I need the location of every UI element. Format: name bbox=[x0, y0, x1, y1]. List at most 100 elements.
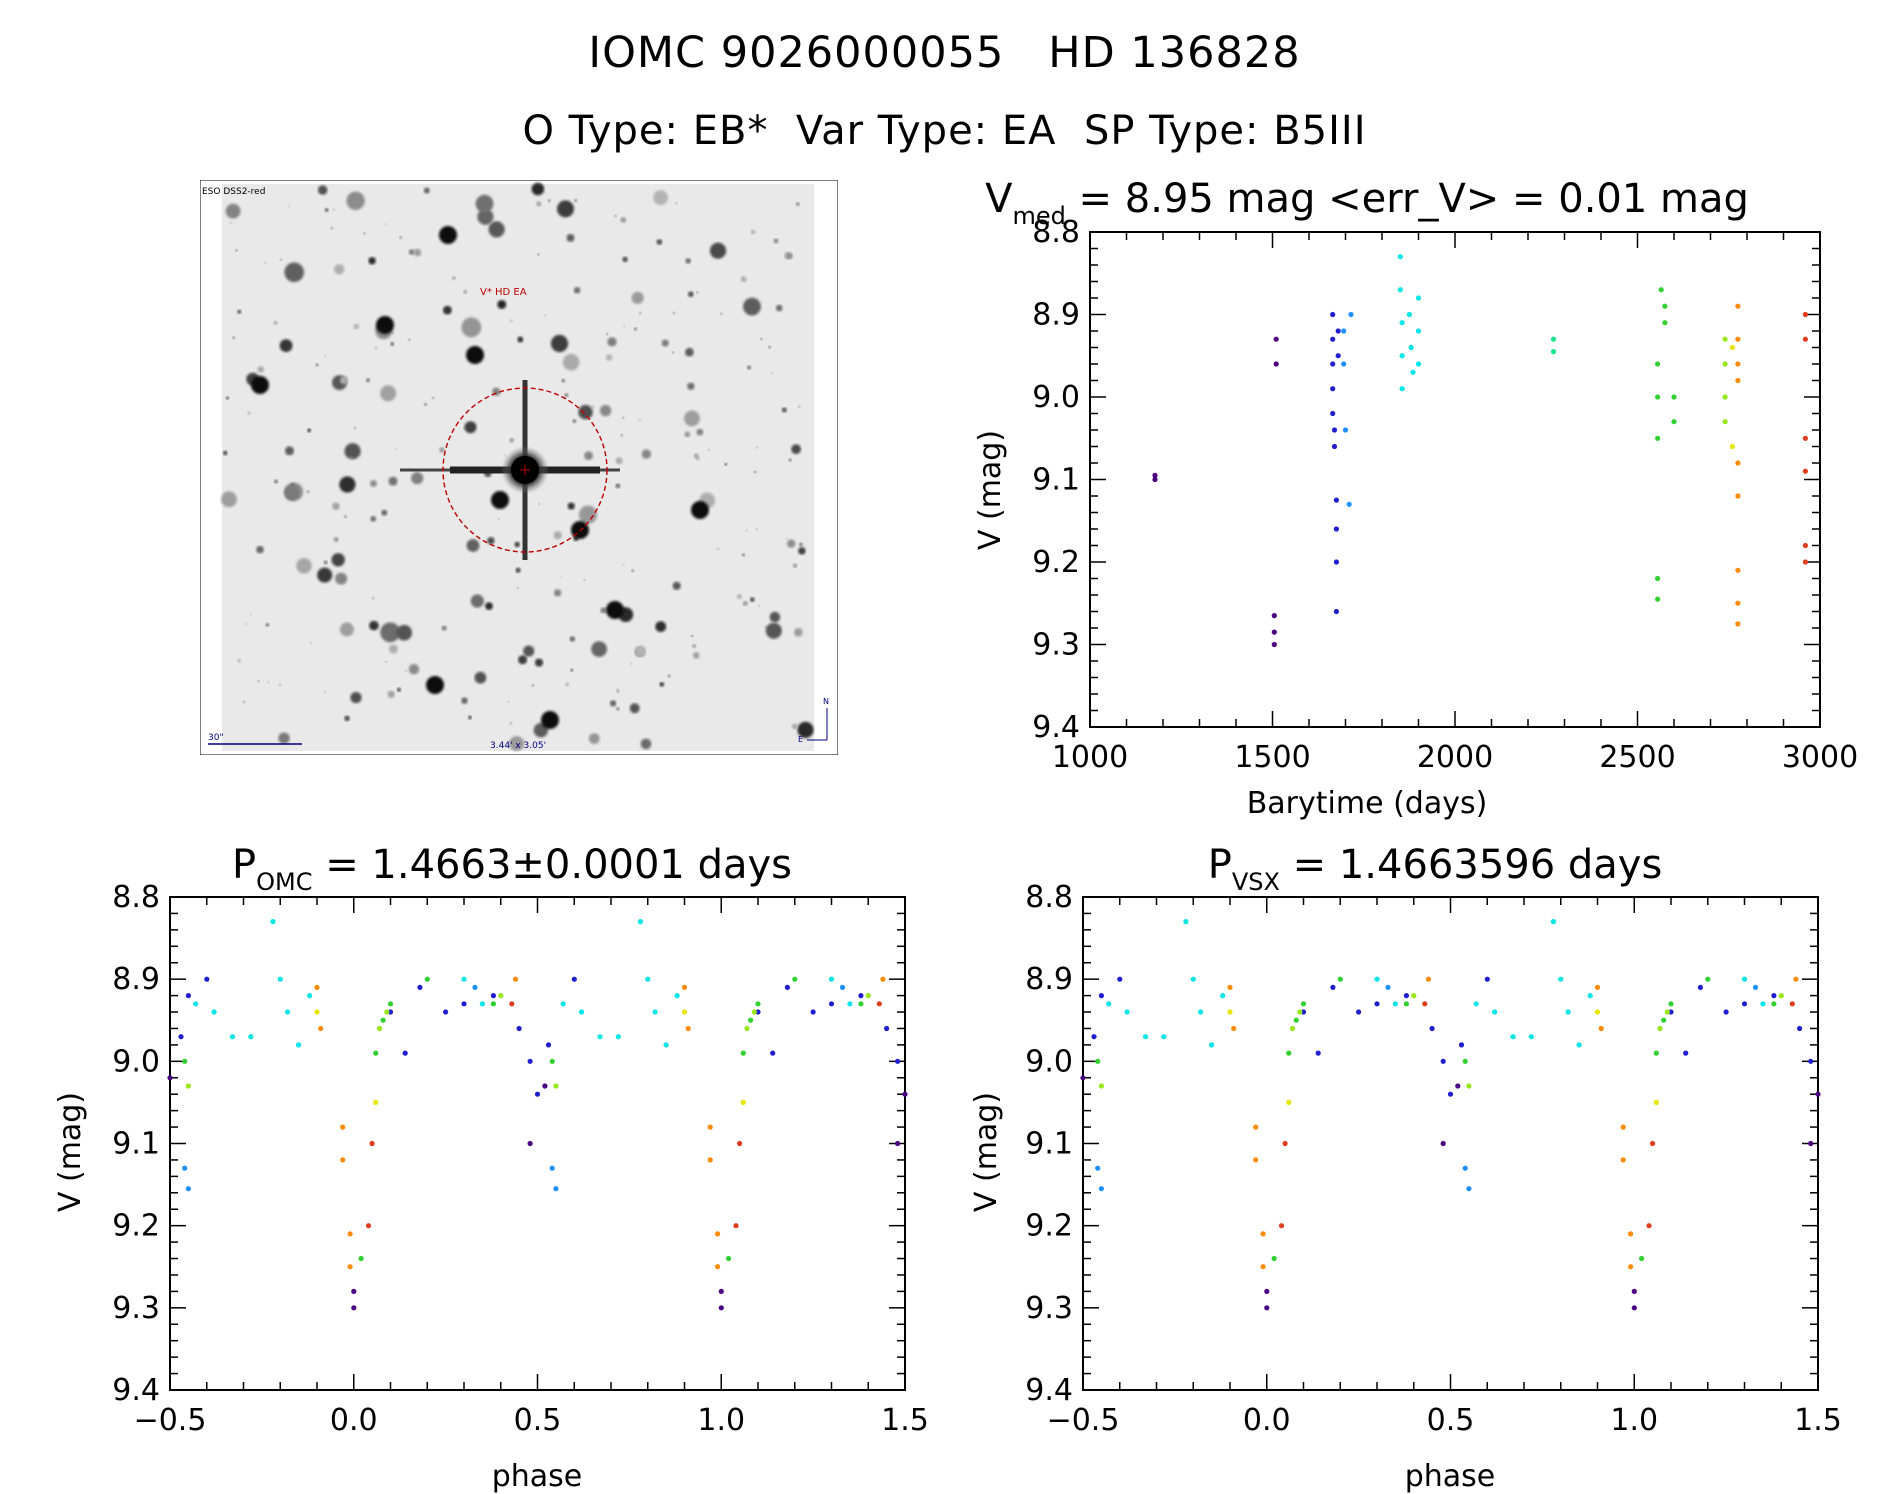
field-star bbox=[564, 393, 569, 397]
data-point bbox=[718, 1288, 724, 1294]
field-star bbox=[278, 683, 282, 687]
field-star bbox=[503, 454, 506, 457]
data-point bbox=[880, 976, 886, 982]
field-star bbox=[793, 627, 803, 637]
data-point bbox=[1594, 1009, 1601, 1015]
field-star bbox=[760, 338, 763, 341]
field-star bbox=[633, 327, 637, 331]
data-point bbox=[1802, 435, 1808, 441]
bright-star bbox=[426, 676, 444, 694]
field-star bbox=[324, 208, 329, 212]
field-star bbox=[387, 690, 395, 698]
data-point bbox=[549, 1165, 555, 1171]
data-point bbox=[1492, 1009, 1498, 1015]
field-star bbox=[775, 304, 783, 312]
field-star bbox=[515, 567, 521, 573]
data-point bbox=[1628, 1264, 1634, 1270]
field-star bbox=[770, 372, 773, 374]
field-star bbox=[610, 700, 617, 707]
field-star bbox=[635, 645, 646, 657]
data-point bbox=[652, 1009, 658, 1015]
field-star bbox=[339, 376, 349, 385]
field-star bbox=[737, 594, 742, 599]
data-point bbox=[1260, 1231, 1266, 1237]
field-star bbox=[667, 674, 671, 678]
field-star bbox=[696, 291, 699, 294]
data-point bbox=[182, 1058, 188, 1064]
field-star bbox=[507, 700, 510, 703]
data-point bbox=[1802, 311, 1808, 318]
lightcurve-title: Vmed = 8.95 mag <err_V> = 0.01 mag bbox=[985, 176, 1749, 230]
field-star bbox=[388, 644, 398, 654]
data-point bbox=[1098, 1186, 1104, 1192]
field-star bbox=[570, 668, 574, 672]
data-point bbox=[1231, 1025, 1237, 1032]
field-star bbox=[692, 644, 697, 648]
data-point bbox=[1722, 361, 1728, 367]
field-star bbox=[787, 539, 796, 548]
data-point bbox=[1802, 542, 1808, 549]
field-star bbox=[755, 528, 758, 531]
field-star bbox=[781, 407, 787, 413]
field-star bbox=[773, 238, 779, 244]
field-star bbox=[497, 518, 500, 521]
field-star bbox=[464, 421, 477, 434]
data-point bbox=[509, 1001, 515, 1007]
field-star bbox=[659, 682, 665, 687]
field-star bbox=[516, 587, 519, 590]
field-star bbox=[441, 625, 447, 631]
field-star bbox=[423, 187, 430, 194]
data-point bbox=[1403, 1001, 1409, 1007]
field-star bbox=[784, 252, 792, 260]
field-star bbox=[578, 405, 593, 420]
data-point bbox=[182, 1165, 188, 1171]
bright-star bbox=[491, 491, 509, 509]
field-star bbox=[223, 450, 228, 456]
y-tick-label: 9.1 bbox=[1025, 1127, 1073, 1162]
field-star bbox=[468, 715, 472, 720]
field-star bbox=[288, 205, 291, 208]
y-tick-label: 9.0 bbox=[1032, 380, 1080, 415]
x-tick-label: 0.0 bbox=[1243, 1403, 1291, 1438]
data-point bbox=[1815, 1091, 1821, 1097]
data-point bbox=[1668, 1009, 1674, 1015]
x-tick-label: 0.5 bbox=[1427, 1403, 1475, 1438]
x-tick-label: 1500 bbox=[1234, 740, 1310, 775]
data-point bbox=[527, 1140, 533, 1147]
data-point bbox=[1385, 984, 1391, 991]
field-star bbox=[799, 542, 803, 547]
data-point bbox=[277, 976, 283, 982]
field-star bbox=[265, 623, 270, 627]
field-star bbox=[353, 323, 360, 330]
field-star bbox=[583, 578, 586, 581]
field-star bbox=[331, 553, 345, 567]
data-point bbox=[615, 1034, 621, 1040]
data-point bbox=[1348, 311, 1354, 318]
field-star bbox=[368, 257, 376, 265]
x-tick-label: −0.5 bbox=[1047, 1403, 1120, 1438]
field-star bbox=[335, 572, 348, 585]
data-point bbox=[1271, 641, 1277, 648]
data-point bbox=[685, 1025, 691, 1032]
bright-star bbox=[541, 711, 559, 729]
field-star bbox=[769, 611, 781, 623]
data-point bbox=[740, 1050, 746, 1056]
field-star bbox=[796, 202, 800, 206]
field-star bbox=[745, 529, 748, 532]
data-point bbox=[1802, 468, 1808, 474]
field-star bbox=[707, 448, 710, 451]
field-star bbox=[537, 253, 540, 256]
field-star bbox=[569, 636, 575, 642]
data-point bbox=[534, 1091, 541, 1097]
field-star bbox=[797, 405, 801, 408]
data-point bbox=[1080, 1075, 1086, 1081]
field-star bbox=[724, 463, 728, 466]
data-point bbox=[1331, 443, 1338, 450]
data-point bbox=[1808, 1058, 1814, 1064]
data-point bbox=[1664, 1009, 1670, 1015]
data-point bbox=[1399, 320, 1405, 326]
data-point bbox=[784, 984, 791, 991]
data-point bbox=[1550, 349, 1557, 355]
field-star bbox=[672, 311, 675, 314]
phase-vsx-ylabel: V (mag) bbox=[969, 1092, 1004, 1212]
